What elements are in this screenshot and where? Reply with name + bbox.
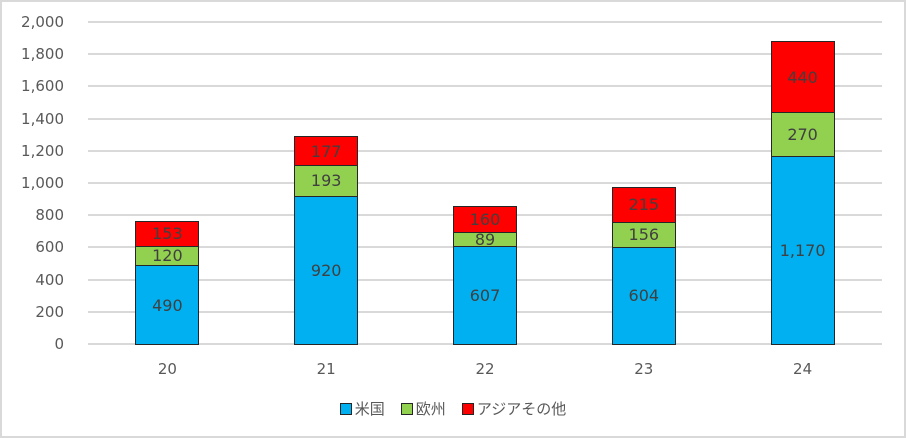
- gridline: [88, 182, 882, 184]
- x-axis-tick-label: 24: [793, 360, 813, 378]
- y-axis-tick-label: 0: [54, 335, 64, 353]
- gridline: [88, 53, 882, 56]
- y-axis-tick-label: 1,600: [21, 77, 64, 96]
- x-axis-tick-label: 21: [316, 360, 336, 378]
- bar-segment: 270: [770, 112, 835, 157]
- bar-segment: 177: [294, 136, 359, 166]
- bar-segment: 120: [135, 245, 200, 267]
- bar-segment: 193: [294, 164, 359, 197]
- y-axis-tick-label: 600: [35, 238, 64, 257]
- legend-swatch-icon: [339, 402, 352, 415]
- y-axis-tick-label: 1,000: [21, 174, 64, 192]
- legend-item: アジアその他: [461, 398, 567, 419]
- bar-segment: 604: [611, 246, 676, 345]
- legend-item: 米国: [339, 398, 385, 419]
- y-axis-tick-label: 1,800: [21, 45, 64, 64]
- y-axis-tick-label: 400: [35, 270, 64, 289]
- bar-segment: 607: [453, 246, 517, 345]
- bar-segment: 156: [611, 221, 676, 248]
- bar-segment: 160: [453, 206, 517, 233]
- y-axis-tick-label: 1,200: [21, 141, 64, 160]
- legend-swatch-icon: [400, 402, 413, 415]
- bar-segment: 153: [135, 221, 200, 247]
- bar-segment: 490: [135, 265, 200, 345]
- x-axis-tick-label: 22: [475, 360, 495, 378]
- legend-label: アジアその他: [476, 400, 567, 418]
- y-axis-tick-label: 800: [35, 206, 64, 225]
- bar-segment: 1,170: [770, 155, 835, 345]
- bar-segment: 440: [770, 41, 835, 114]
- gridline: [88, 149, 882, 152]
- gridline: [88, 85, 882, 88]
- legend-swatch-icon: [461, 402, 474, 415]
- legend: 米国 欧州 アジアその他: [0, 398, 906, 419]
- bar-segment: 215: [611, 187, 676, 223]
- gridline: [88, 117, 882, 120]
- gridline: [88, 21, 882, 23]
- x-axis-tick-label: 23: [634, 360, 654, 378]
- bar-segment: 89: [453, 230, 517, 249]
- x-axis-tick-label: 20: [157, 360, 177, 378]
- y-axis-tick-label: 200: [35, 302, 64, 321]
- legend-label: 欧州: [415, 400, 446, 418]
- y-axis-tick-label: 2,000: [21, 13, 64, 31]
- legend-item: 欧州: [400, 398, 446, 419]
- bar-segment: 920: [294, 195, 359, 345]
- legend-label: 米国: [354, 400, 385, 418]
- y-axis-tick-label: 1,400: [21, 109, 64, 128]
